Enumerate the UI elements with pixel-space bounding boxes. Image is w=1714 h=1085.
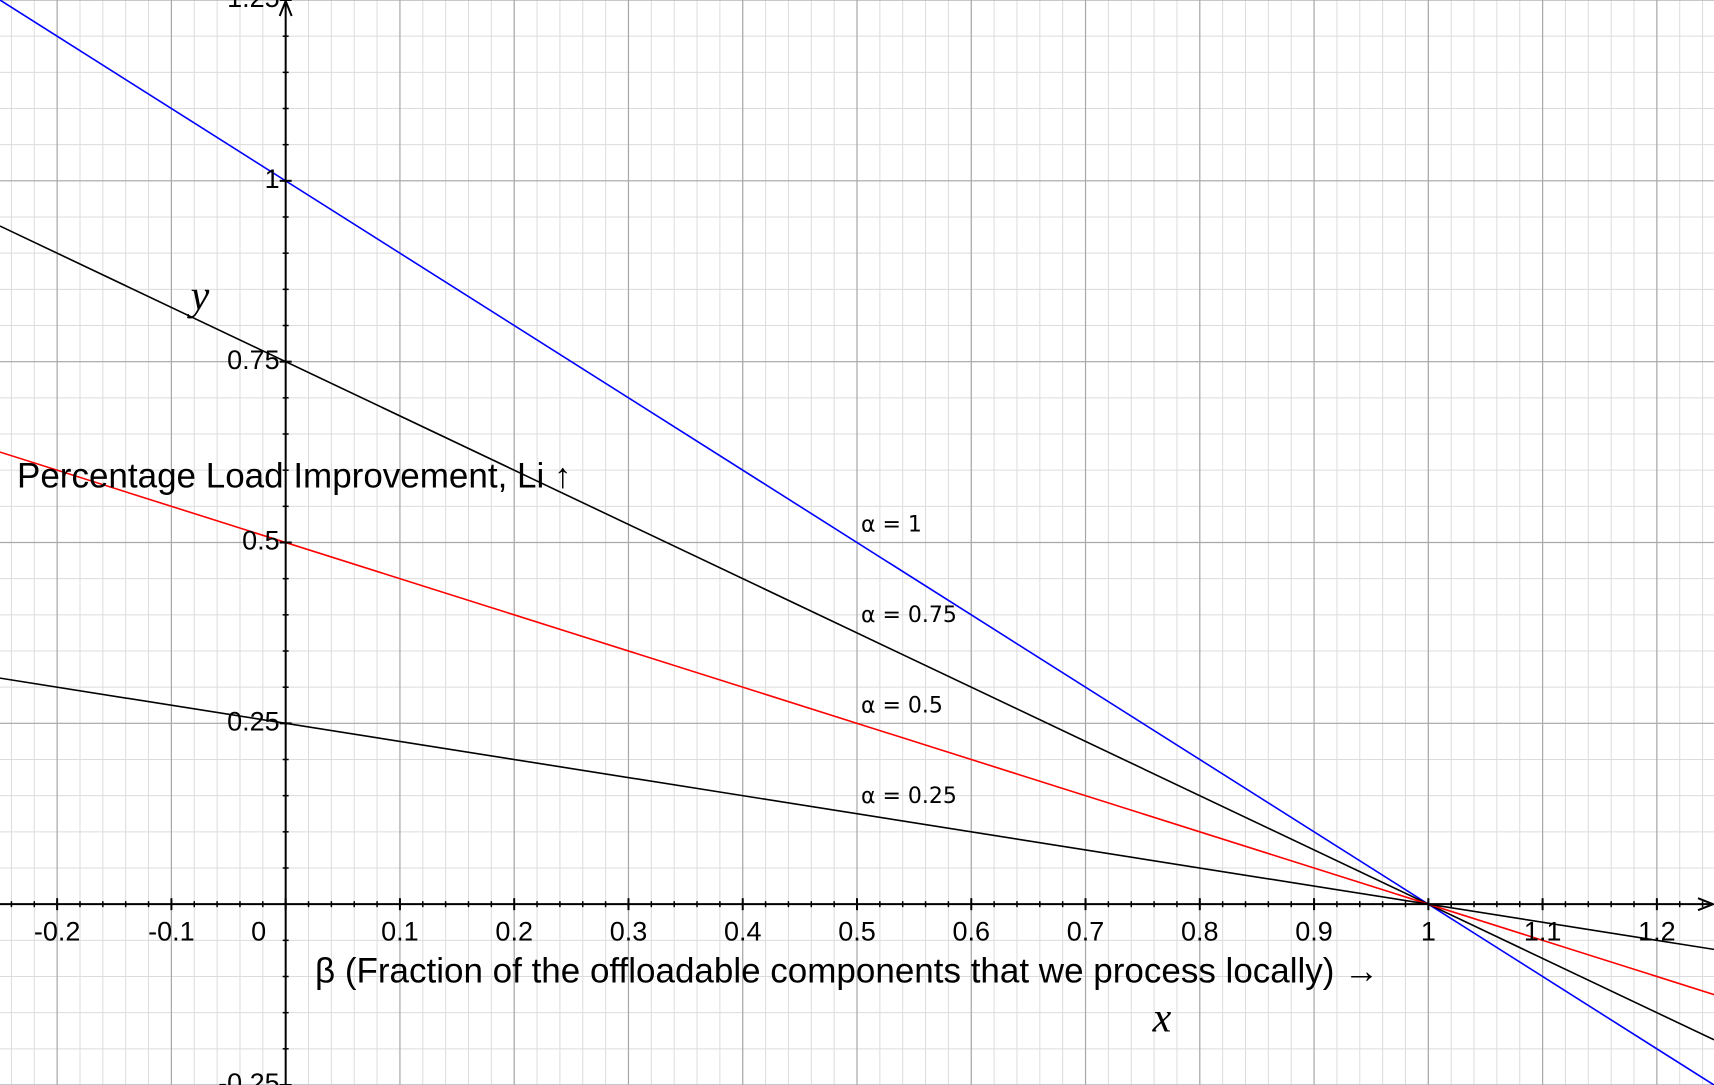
x-axis-arrow (1697, 897, 1714, 912)
y-tick-label: -0.25 (218, 1068, 280, 1085)
x-axis-title: β (Fraction of the offloadable component… (315, 951, 1379, 990)
x-symbol: x (1152, 996, 1172, 1042)
x-tick-label: 0.6 (952, 916, 990, 946)
x-tick-label: -0.2 (34, 916, 81, 946)
y-axis-arrow (278, 0, 293, 17)
series-label: α = 0.25 (861, 784, 957, 809)
x-tick-label: 0.1 (381, 916, 419, 946)
x-tick-label: 0.9 (1295, 916, 1333, 946)
y-tick-label: 0.5 (242, 526, 280, 556)
series-label: α = 0.75 (861, 603, 957, 628)
x-tick-label: 0.8 (1181, 916, 1219, 946)
x-tick-label: 0.3 (610, 916, 648, 946)
y-tick-label: 0.75 (227, 345, 280, 375)
y-tick-label: 0.25 (227, 706, 280, 736)
x-tick-label: 0.5 (838, 916, 876, 946)
series-label: α = 1 (861, 513, 922, 538)
y-tick-label: 1 (265, 164, 280, 194)
x-tick-label: 1 (1421, 916, 1436, 946)
x-tick-label: 0.7 (1067, 916, 1105, 946)
y-tick-label: 1.25 (227, 0, 280, 13)
x-tick-label: 1.2 (1638, 916, 1676, 946)
y-symbol: y (187, 274, 210, 320)
x-tick-label: 0.2 (495, 916, 533, 946)
series-label: α = 0.5 (861, 693, 943, 718)
x-tick-label: 0 (251, 916, 266, 946)
x-tick-label: 1.1 (1524, 916, 1562, 946)
x-tick-label: -0.1 (148, 916, 195, 946)
y-axis-title: Percentage Load Improvement, Li ↑ (17, 456, 571, 495)
x-tick-label: 0.4 (724, 916, 762, 946)
